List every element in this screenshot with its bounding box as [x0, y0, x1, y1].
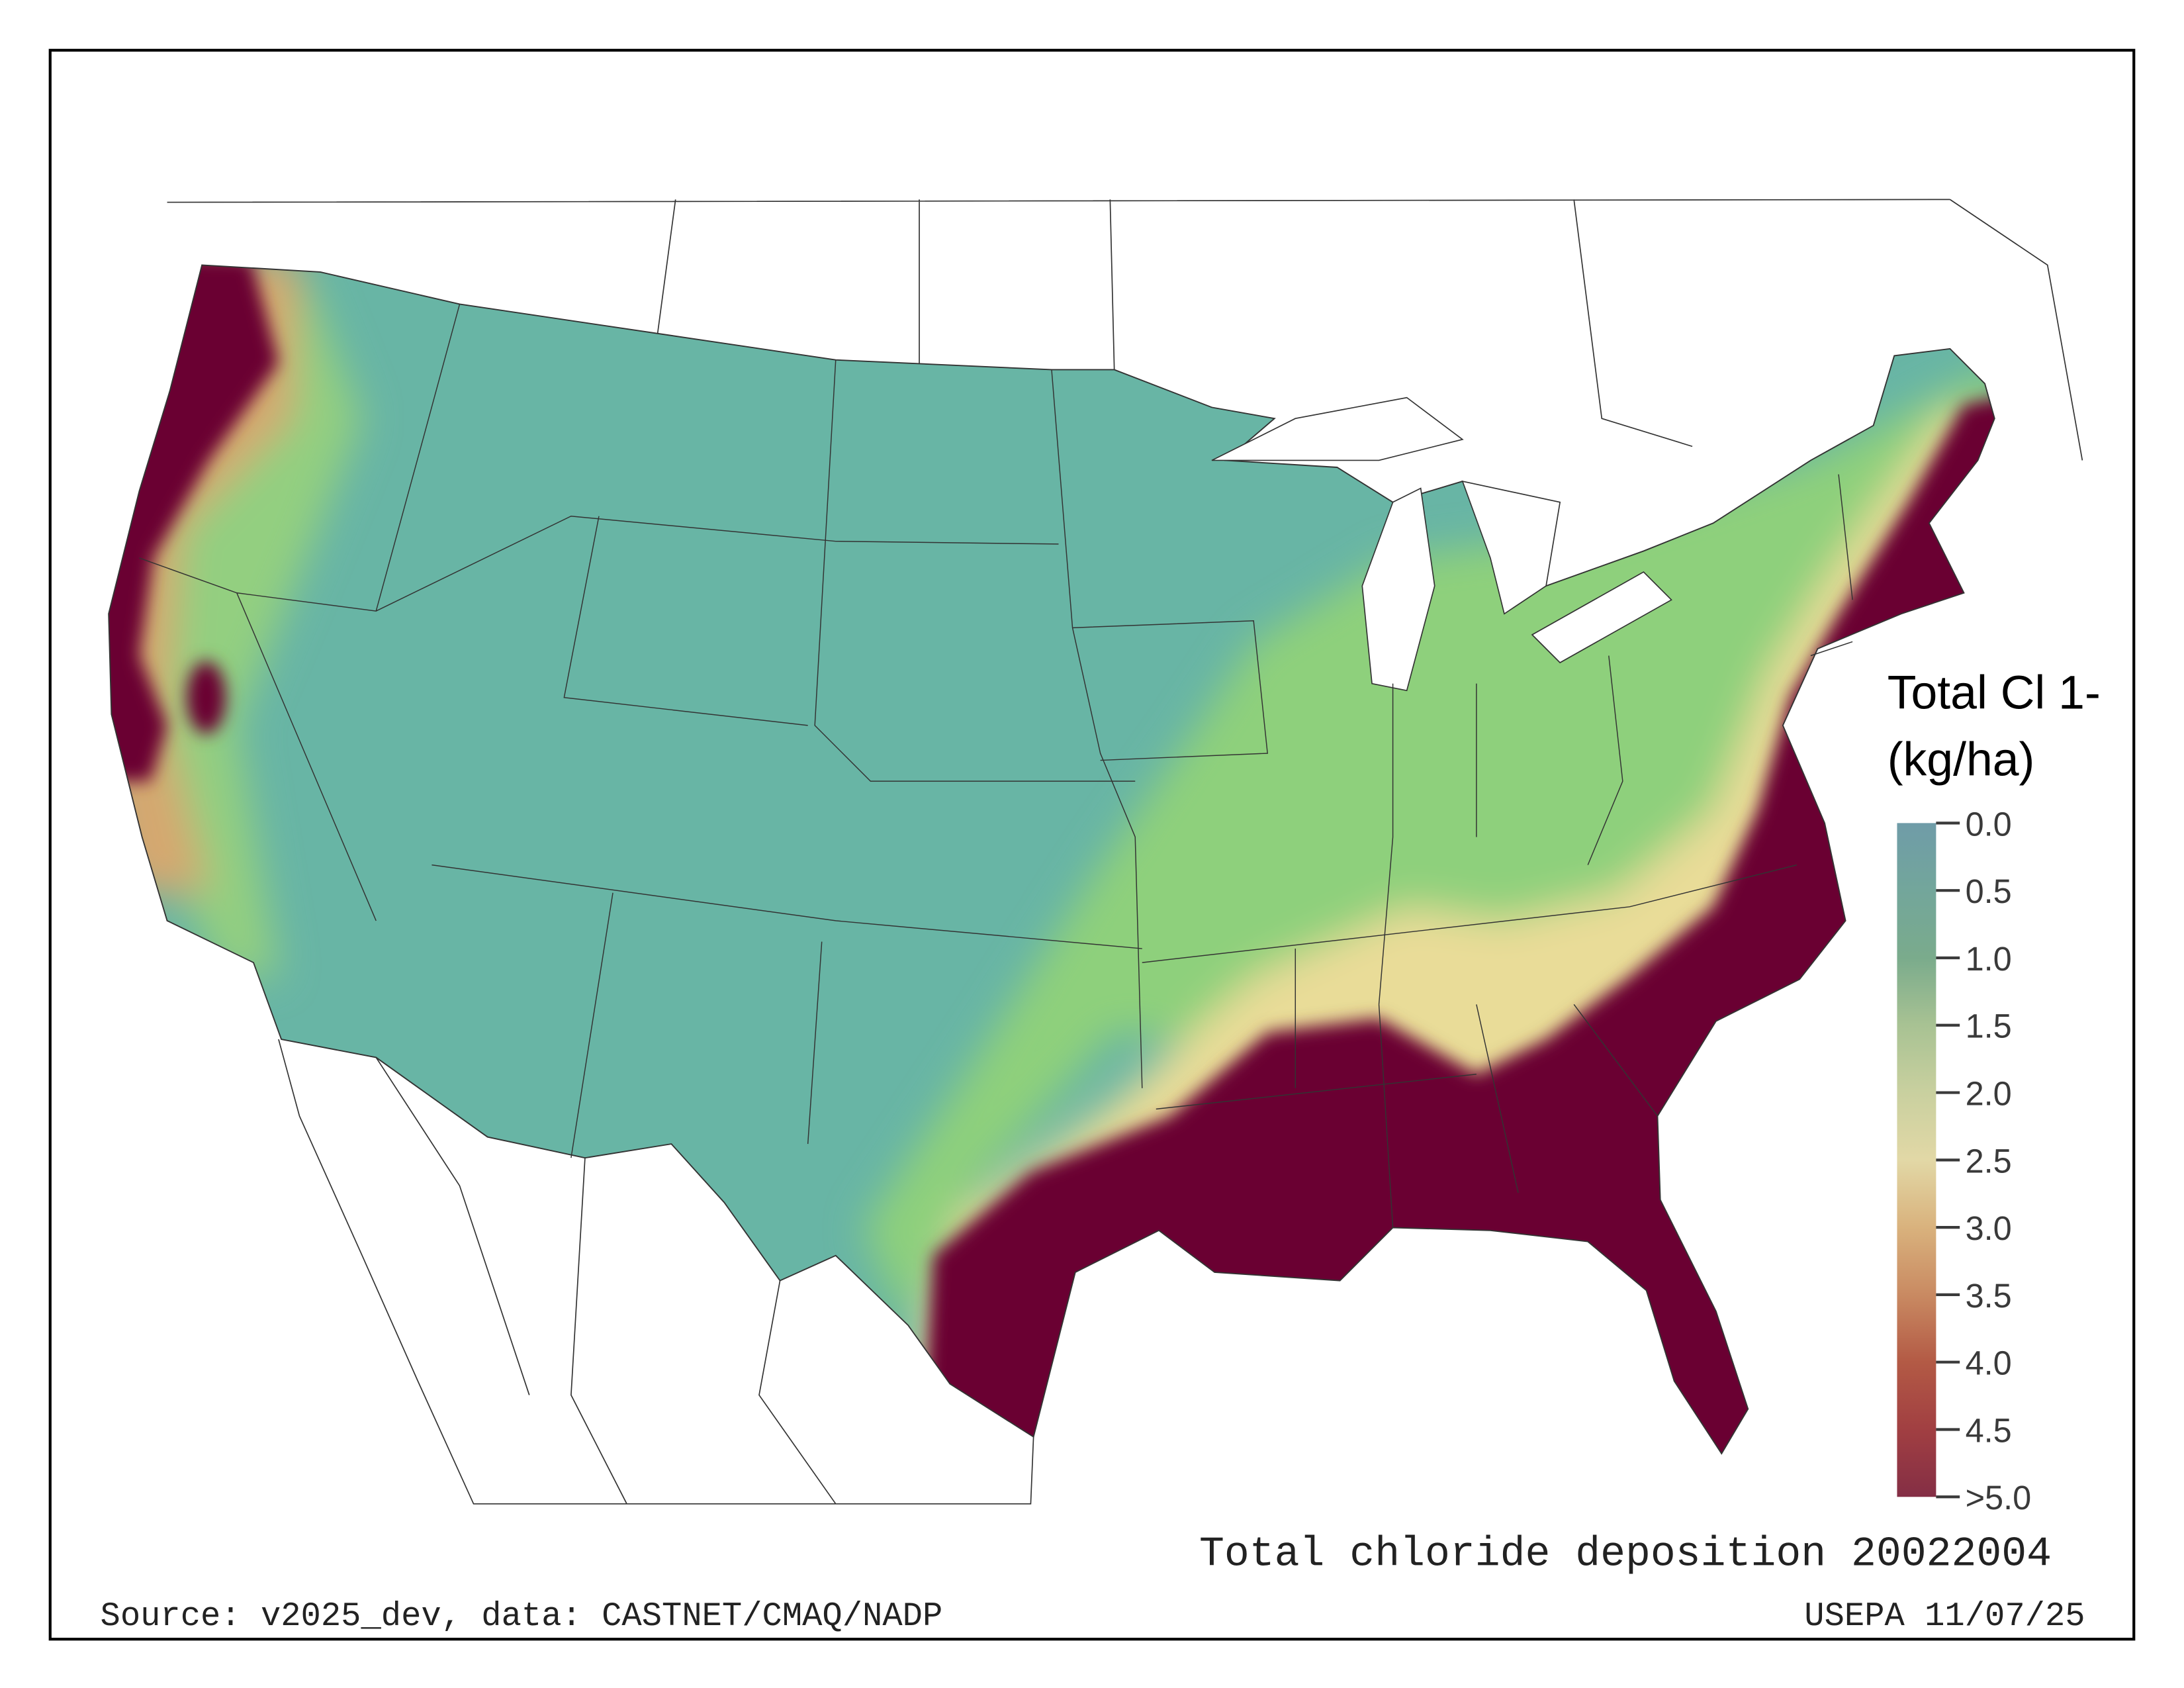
legend-ticks: 0.0 0.5 1.0 1.5 2.0 2.5 3.0 3.5 4.0 4.5 >5.0 — [1936, 805, 2031, 1517]
sierra-high-spot — [187, 661, 226, 734]
credit-caption: USEPA 11/07/25 — [1804, 1598, 2085, 1636]
legend-title-line1: Total Cl 1- — [1888, 667, 2101, 720]
legend-colorbar — [1897, 823, 1936, 1497]
legend-title-line2: (kg/ha) — [1888, 733, 2035, 786]
state-borders — [139, 304, 1853, 1228]
legend-tick-label: 3.5 — [1966, 1277, 2012, 1315]
legend-tick-label: 4.5 — [1966, 1411, 2012, 1449]
legend-tick-label: 1.0 — [1966, 940, 2012, 978]
legend-tick-label: 3.0 — [1966, 1209, 2012, 1247]
map-title: Total chloride deposition 20022004 — [1199, 1530, 2052, 1578]
great-lakes — [1211, 397, 1672, 692]
legend-tick-label: 0.0 — [1966, 805, 2012, 843]
legend-tick-label: >5.0 — [1966, 1479, 2032, 1517]
legend-tick-label: 2.0 — [1966, 1074, 2012, 1112]
legend-tick-label: 0.5 — [1966, 872, 2012, 910]
neighbor-country-outlines — [167, 199, 2083, 1505]
color-legend: Total Cl 1- (kg/ha) 0.0 0.5 1.0 1.5 2.0 2.5 3.… — [1888, 667, 2101, 1517]
legend-tick-label: 1.5 — [1966, 1008, 2012, 1045]
legend-tick-label: 2.5 — [1966, 1142, 2012, 1180]
legend-tick-label: 4.0 — [1966, 1344, 2012, 1382]
source-caption: Source: v2025_dev, data: CASTNET/CMAQ/NA… — [101, 1598, 943, 1636]
